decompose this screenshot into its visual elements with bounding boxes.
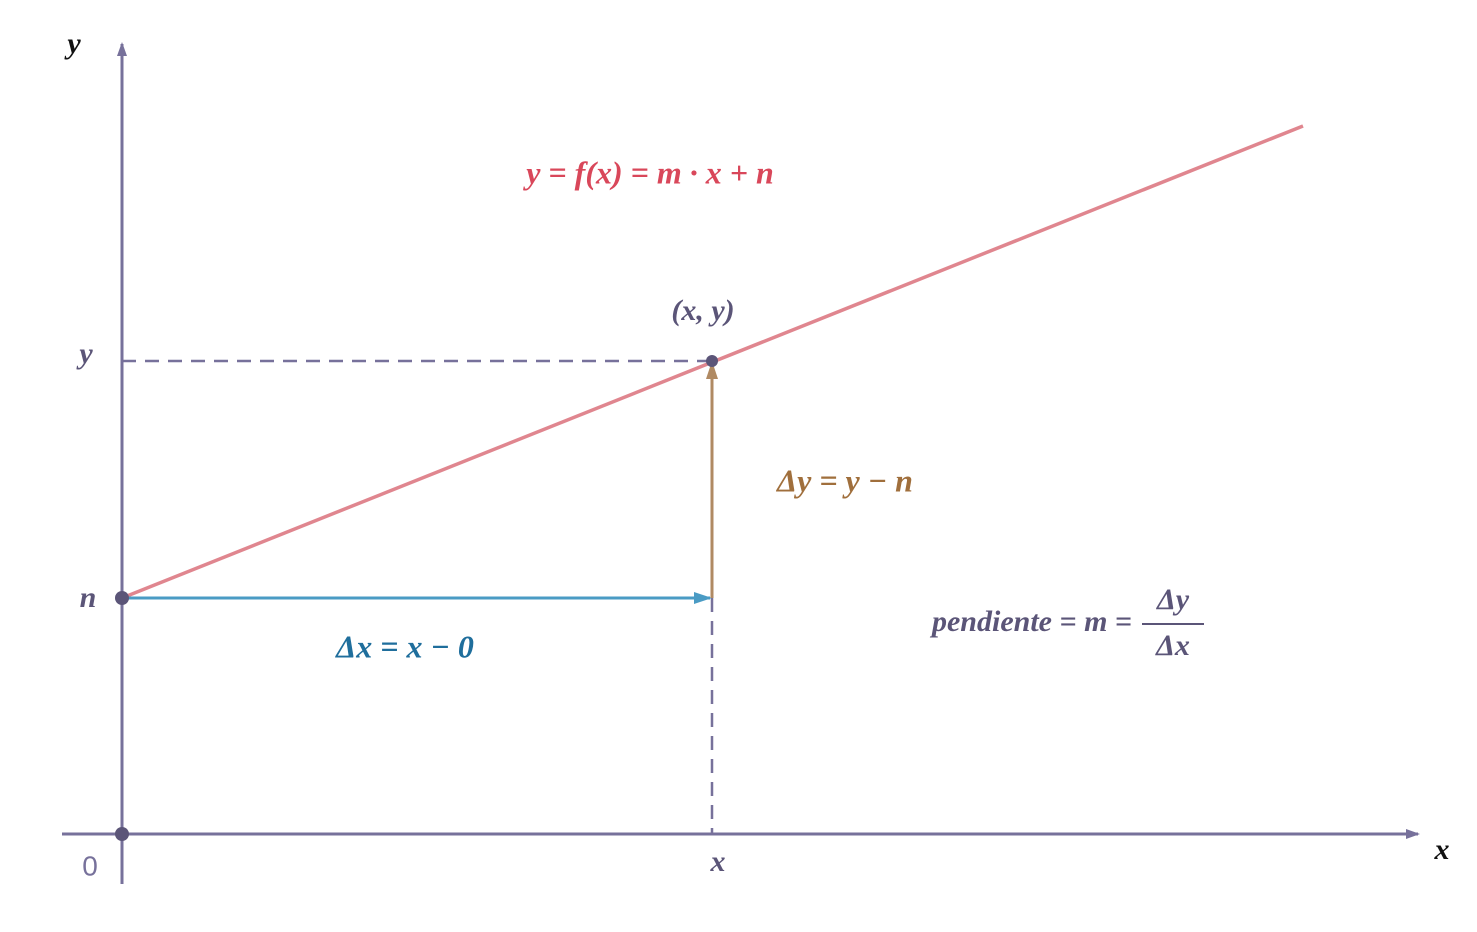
intercept-point [115, 591, 129, 605]
point-xy [706, 355, 718, 367]
origin-point [115, 827, 129, 841]
slope-denominator: Δx [1155, 629, 1190, 662]
slope-lhs: pendiente = m = [929, 605, 1132, 638]
x-axis-label: x [1434, 833, 1450, 866]
tick-y: y [76, 337, 93, 370]
tick-x: x [710, 845, 726, 878]
delta-x-label: Δx = x − 0 [334, 628, 474, 664]
delta-y-label: Δy = y − n [775, 462, 913, 498]
tick-n: n [80, 581, 97, 614]
point-label: (x, y) [671, 294, 734, 327]
origin-label: 0 [82, 850, 98, 881]
function-label: y = f(x) = m · x + n [522, 154, 774, 190]
slope-numerator: Δy [1156, 583, 1190, 616]
y-axis-label: y [64, 27, 81, 60]
